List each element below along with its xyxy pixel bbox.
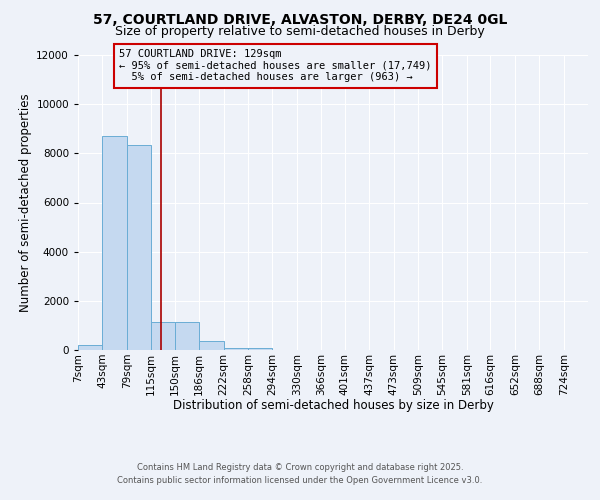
Bar [103,136,127,350]
Bar [199,342,224,350]
Bar [175,322,199,350]
Bar [248,348,272,350]
Text: Contains public sector information licensed under the Open Government Licence v3: Contains public sector information licen… [118,476,482,485]
Bar [78,345,103,350]
Bar [127,144,151,350]
Text: Contains HM Land Registry data © Crown copyright and database right 2025.: Contains HM Land Registry data © Crown c… [137,464,463,472]
Text: Size of property relative to semi-detached houses in Derby: Size of property relative to semi-detach… [115,25,485,38]
Text: 57 COURTLAND DRIVE: 129sqm
← 95% of semi-detached houses are smaller (17,749)
  : 57 COURTLAND DRIVE: 129sqm ← 95% of semi… [119,49,431,82]
Text: 57, COURTLAND DRIVE, ALVASTON, DERBY, DE24 0GL: 57, COURTLAND DRIVE, ALVASTON, DERBY, DE… [93,12,507,26]
Y-axis label: Number of semi-detached properties: Number of semi-detached properties [19,93,32,312]
Bar [151,322,175,350]
X-axis label: Distribution of semi-detached houses by size in Derby: Distribution of semi-detached houses by … [173,399,493,412]
Bar [224,348,248,350]
